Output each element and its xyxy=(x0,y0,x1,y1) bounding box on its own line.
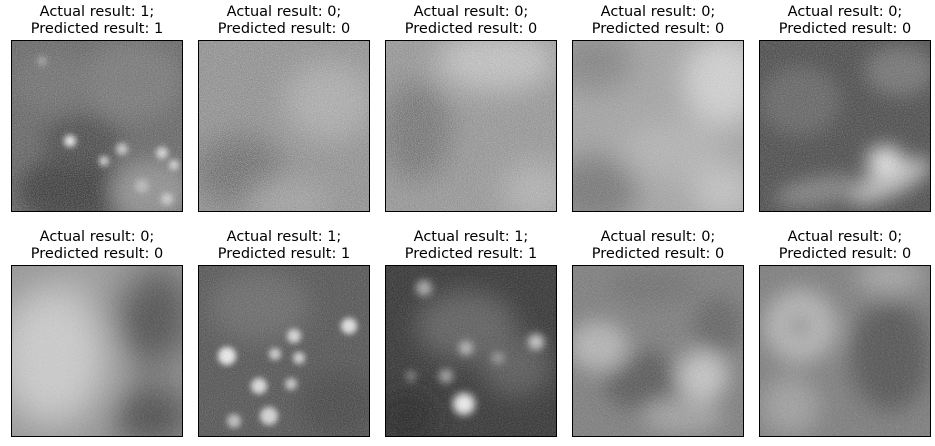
grayscale-image xyxy=(198,40,370,212)
predicted-result-label: Predicted result: 0 xyxy=(217,21,351,37)
grayscale-image xyxy=(385,265,557,437)
grayscale-image xyxy=(385,40,557,212)
predicted-result-label: Predicted result: 1 xyxy=(30,21,164,37)
panel-title: Actual result: 1; Predicted result: 1 xyxy=(198,229,370,263)
actual-result-label: Actual result: 0; xyxy=(413,4,529,20)
actual-result-label: Actual result: 0; xyxy=(600,229,716,245)
grayscale-image xyxy=(11,265,183,437)
predicted-result-label: Predicted result: 1 xyxy=(404,246,538,262)
predicted-result-label: Predicted result: 1 xyxy=(217,246,351,262)
predicted-result-label: Predicted result: 0 xyxy=(591,246,725,262)
actual-result-label: Actual result: 1; xyxy=(39,4,155,20)
grayscale-image xyxy=(11,40,183,212)
panel-5: Actual result: 0; Predicted result: 0 xyxy=(759,4,931,212)
predicted-result-label: Predicted result: 0 xyxy=(778,21,912,37)
image-4-svg xyxy=(573,41,743,211)
panel-title: Actual result: 0; Predicted result: 0 xyxy=(572,4,744,38)
panel-title: Actual result: 0; Predicted result: 0 xyxy=(759,4,931,38)
actual-result-label: Actual result: 1; xyxy=(413,229,529,245)
image-3-svg xyxy=(386,41,556,211)
panel-1: Actual result: 1; Predicted result: 1 xyxy=(11,4,183,212)
grayscale-image xyxy=(759,265,931,437)
grayscale-image xyxy=(572,40,744,212)
panel-2: Actual result: 0; Predicted result: 0 xyxy=(198,4,370,212)
actual-result-label: Actual result: 0; xyxy=(226,4,342,20)
predicted-result-label: Predicted result: 0 xyxy=(404,21,538,37)
image-10-svg xyxy=(760,266,930,436)
panel-title: Actual result: 1; Predicted result: 1 xyxy=(385,229,557,263)
actual-result-label: Actual result: 0; xyxy=(787,229,903,245)
panel-7: Actual result: 1; Predicted result: 1 xyxy=(198,229,370,437)
predicted-result-label: Predicted result: 0 xyxy=(30,246,164,262)
panel-title: Actual result: 0; Predicted result: 0 xyxy=(11,229,183,263)
image-5-svg xyxy=(760,41,930,211)
panel-4: Actual result: 0; Predicted result: 0 xyxy=(572,4,744,212)
image-7-svg xyxy=(199,266,369,436)
predicted-result-label: Predicted result: 0 xyxy=(591,21,725,37)
actual-result-label: Actual result: 1; xyxy=(226,229,342,245)
grayscale-image xyxy=(572,265,744,437)
panel-8: Actual result: 1; Predicted result: 1 xyxy=(385,229,557,437)
image-9-svg xyxy=(573,266,743,436)
panel-title: Actual result: 0; Predicted result: 0 xyxy=(572,229,744,263)
panel-9: Actual result: 0; Predicted result: 0 xyxy=(572,229,744,437)
actual-result-label: Actual result: 0; xyxy=(600,4,716,20)
actual-result-label: Actual result: 0; xyxy=(39,229,155,245)
actual-result-label: Actual result: 0; xyxy=(787,4,903,20)
panel-title: Actual result: 0; Predicted result: 0 xyxy=(198,4,370,38)
predicted-result-label: Predicted result: 0 xyxy=(778,246,912,262)
image-8-svg xyxy=(386,266,556,436)
grayscale-image xyxy=(198,265,370,437)
image-6-svg xyxy=(12,266,182,436)
image-1-svg xyxy=(12,41,182,211)
panel-10: Actual result: 0; Predicted result: 0 xyxy=(759,229,931,437)
grayscale-image xyxy=(759,40,931,212)
panel-3: Actual result: 0; Predicted result: 0 xyxy=(385,4,557,212)
panel-6: Actual result: 0; Predicted result: 0 xyxy=(11,229,183,437)
panel-title: Actual result: 1; Predicted result: 1 xyxy=(11,4,183,38)
image-2-svg xyxy=(199,41,369,211)
panel-title: Actual result: 0; Predicted result: 0 xyxy=(759,229,931,263)
panel-title: Actual result: 0; Predicted result: 0 xyxy=(385,4,557,38)
